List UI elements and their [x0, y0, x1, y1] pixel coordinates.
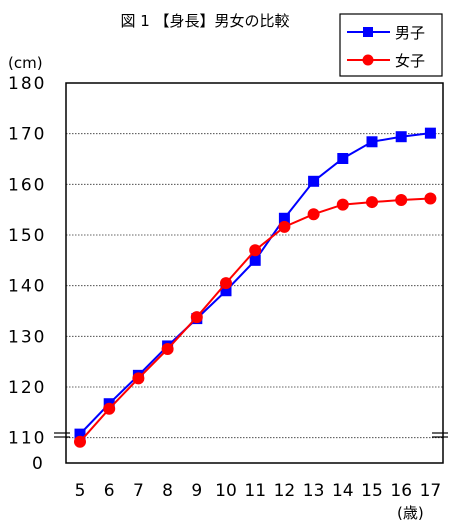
x-tick-label: 16 [390, 481, 412, 501]
chart-title: 図 1 【身長】男女の比較 [120, 12, 289, 30]
x-axis-unit-label: (歳) [397, 504, 424, 522]
data-point [337, 152, 349, 164]
series-男子 [74, 127, 436, 440]
data-point [249, 254, 261, 266]
data-point [308, 175, 320, 187]
y-tick-label: 110 [8, 429, 46, 449]
y-tick-label: 180 [8, 74, 46, 94]
data-point [74, 435, 86, 448]
data-point [336, 198, 349, 211]
x-tick-label: 8 [162, 481, 173, 501]
series-女子 [74, 192, 437, 448]
data-point [278, 220, 291, 233]
x-tick-label: 7 [133, 481, 144, 501]
data-point [278, 212, 290, 224]
plot-frame [65, 82, 444, 464]
data-point [395, 194, 408, 207]
y-tick-label: 150 [8, 226, 46, 246]
data-point [132, 372, 145, 385]
data-point [395, 131, 407, 143]
y-tick-label: 120 [8, 378, 46, 398]
x-tick-label: 13 [303, 481, 325, 501]
legend-marker [363, 27, 373, 37]
x-tick-label: 5 [75, 481, 86, 501]
legend-marker [362, 54, 374, 66]
data-point [366, 196, 378, 209]
y-tick-label: 140 [8, 277, 46, 297]
data-point [220, 285, 232, 297]
x-tick-label: 15 [361, 481, 383, 501]
data-point [103, 402, 116, 415]
data-point [424, 192, 437, 205]
y-axis-ticks: 0 110 120 130 140 150 160 170 180 [8, 74, 46, 474]
data-point [190, 311, 203, 324]
x-tick-label: 11 [244, 481, 266, 501]
x-tick-label: 10 [215, 481, 237, 501]
data-point [74, 428, 86, 440]
data-point [249, 244, 262, 257]
x-axis-ticks: 5 6 7 8 9 10 11 12 13 14 15 16 17 [75, 481, 442, 501]
y-tick-label: 170 [8, 125, 46, 145]
legend-label: 男子 [395, 24, 425, 42]
data-point [424, 127, 436, 139]
series-layer [74, 127, 437, 448]
y-tick-label: 0 [32, 454, 45, 474]
data-point [220, 277, 232, 290]
plot-border [65, 82, 444, 464]
axis-break-marks [54, 432, 448, 438]
y-tick-label: 130 [8, 327, 46, 347]
data-point [366, 136, 378, 148]
x-tick-label: 14 [332, 481, 354, 501]
x-tick-label: 9 [191, 481, 202, 501]
y-tick-label: 160 [8, 175, 46, 195]
x-tick-label: 12 [274, 481, 296, 501]
x-tick-label: 17 [420, 481, 442, 501]
x-tick-label: 6 [104, 481, 115, 501]
series-line [79, 132, 431, 435]
data-point [307, 208, 320, 221]
legend-label: 女子 [395, 52, 425, 70]
data-point [161, 343, 174, 355]
legend-box [339, 13, 443, 77]
y-axis-unit-label: (cm) [8, 54, 43, 72]
